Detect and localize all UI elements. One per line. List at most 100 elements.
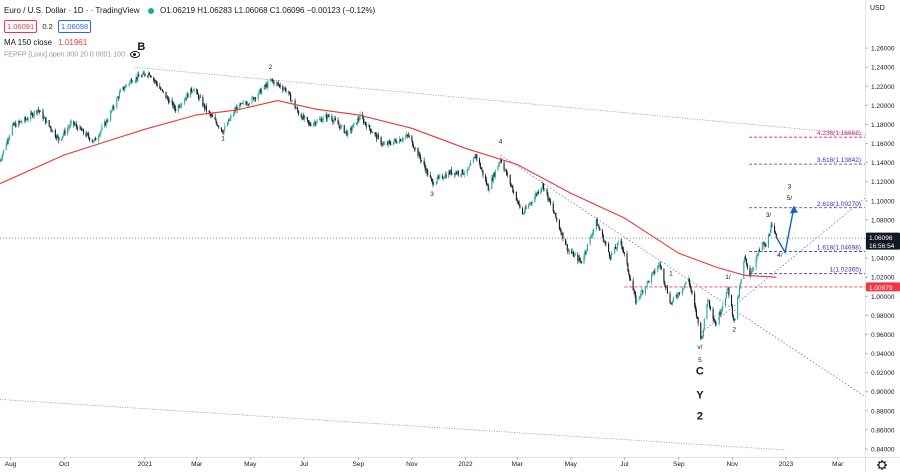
candle-body	[666, 287, 668, 294]
candle-body	[407, 135, 409, 137]
currency-label[interactable]: USD	[870, 5, 885, 12]
candle-body	[467, 169, 469, 170]
candle-body	[156, 83, 158, 86]
candle-body	[462, 169, 464, 174]
candle-body	[523, 212, 525, 214]
candle-body	[162, 90, 164, 92]
candle-body	[419, 152, 421, 158]
candle-body	[74, 124, 77, 125]
candle-body	[233, 113, 235, 116]
candle-body	[648, 280, 650, 283]
candle-body	[25, 119, 27, 121]
ma-legend[interactable]: MA 150 close 1.01961	[4, 38, 87, 47]
candle-body	[239, 103, 241, 111]
candle-body	[187, 93, 189, 98]
candle-body	[430, 177, 432, 180]
candle-body	[420, 157, 422, 161]
candle-body	[418, 152, 420, 156]
candle-body	[746, 263, 748, 268]
candle-body	[457, 171, 459, 175]
candle-body	[522, 213, 524, 215]
candle-body	[50, 127, 52, 130]
candle-body	[31, 112, 33, 114]
eye-icon[interactable]	[129, 51, 140, 58]
candle-body	[179, 106, 181, 108]
x-tick-label: 2023	[779, 461, 794, 468]
candle-body	[720, 312, 722, 315]
candle-body	[49, 125, 51, 128]
candle-body	[230, 115, 232, 119]
candle-body	[149, 75, 151, 77]
candle-body	[388, 141, 390, 143]
candle-body	[546, 188, 548, 194]
candle-body	[615, 248, 618, 250]
candle-body	[738, 288, 740, 297]
candle-body	[216, 122, 218, 126]
candle-body	[515, 191, 517, 201]
candle-body	[253, 97, 255, 101]
candle-body	[327, 114, 329, 117]
candle-body	[684, 284, 686, 286]
candle-body	[558, 220, 560, 229]
candle-body	[257, 94, 259, 100]
candle-body	[589, 236, 591, 244]
candle-body	[341, 125, 343, 126]
candle-body	[214, 116, 216, 120]
candle-body	[168, 98, 170, 103]
candle-body	[371, 132, 373, 133]
candle-body	[88, 134, 90, 138]
candle-body	[706, 304, 708, 320]
bid-price[interactable]: 1.06091	[4, 20, 38, 33]
candle-body	[627, 263, 629, 271]
candle-body	[89, 137, 91, 141]
candle-body	[622, 246, 624, 250]
symbol-title[interactable]: Euro / U.S. Dollar · 1D ·	[4, 6, 89, 15]
candle-body	[1, 158, 3, 160]
candle-body	[279, 84, 281, 88]
candle-body	[774, 232, 776, 234]
candle-body	[737, 297, 739, 318]
candle-body	[644, 286, 647, 293]
candle-body	[141, 74, 143, 78]
candle-body	[220, 127, 222, 130]
y-tick-label: 0.92000	[871, 370, 895, 377]
candle-body	[344, 131, 346, 134]
candle-body	[593, 229, 595, 233]
candle-body	[60, 138, 63, 141]
candle-body	[251, 97, 253, 104]
candle-body	[675, 295, 677, 298]
candle-body	[757, 254, 759, 256]
candle-body	[191, 91, 193, 93]
fib-level-label: 1.618(1.04698)	[817, 244, 861, 251]
candle-body	[103, 121, 106, 127]
candle-body	[473, 156, 475, 159]
candle-body	[331, 116, 333, 121]
candle-body	[203, 104, 205, 107]
candle-body	[703, 319, 705, 329]
candle-body	[315, 122, 317, 125]
candle-body	[749, 267, 751, 276]
indicator-legend[interactable]: FEPFP [Loxx] open 300 20 0.0001 100	[4, 51, 140, 58]
candle-body	[413, 148, 416, 150]
candle-body	[752, 267, 755, 270]
candle-body	[691, 290, 693, 294]
ask-price[interactable]: 1.06098	[58, 20, 92, 33]
candle-body	[456, 171, 459, 174]
settings-gear-icon[interactable]	[877, 460, 887, 470]
candle-body	[340, 125, 342, 129]
x-tick-label: Jul	[620, 461, 629, 468]
candle-body	[181, 103, 183, 106]
candle-body	[408, 136, 410, 137]
candle-body	[653, 271, 655, 274]
candle-body	[480, 168, 482, 170]
candle-body	[180, 105, 182, 107]
candle-body	[370, 131, 373, 133]
candle-body	[272, 80, 274, 82]
candle-body	[387, 141, 389, 145]
candle-body	[8, 138, 10, 142]
candle-body	[376, 134, 378, 140]
candle-body	[707, 299, 709, 305]
wave-label: 3/	[766, 212, 772, 219]
candle-body	[172, 101, 174, 108]
